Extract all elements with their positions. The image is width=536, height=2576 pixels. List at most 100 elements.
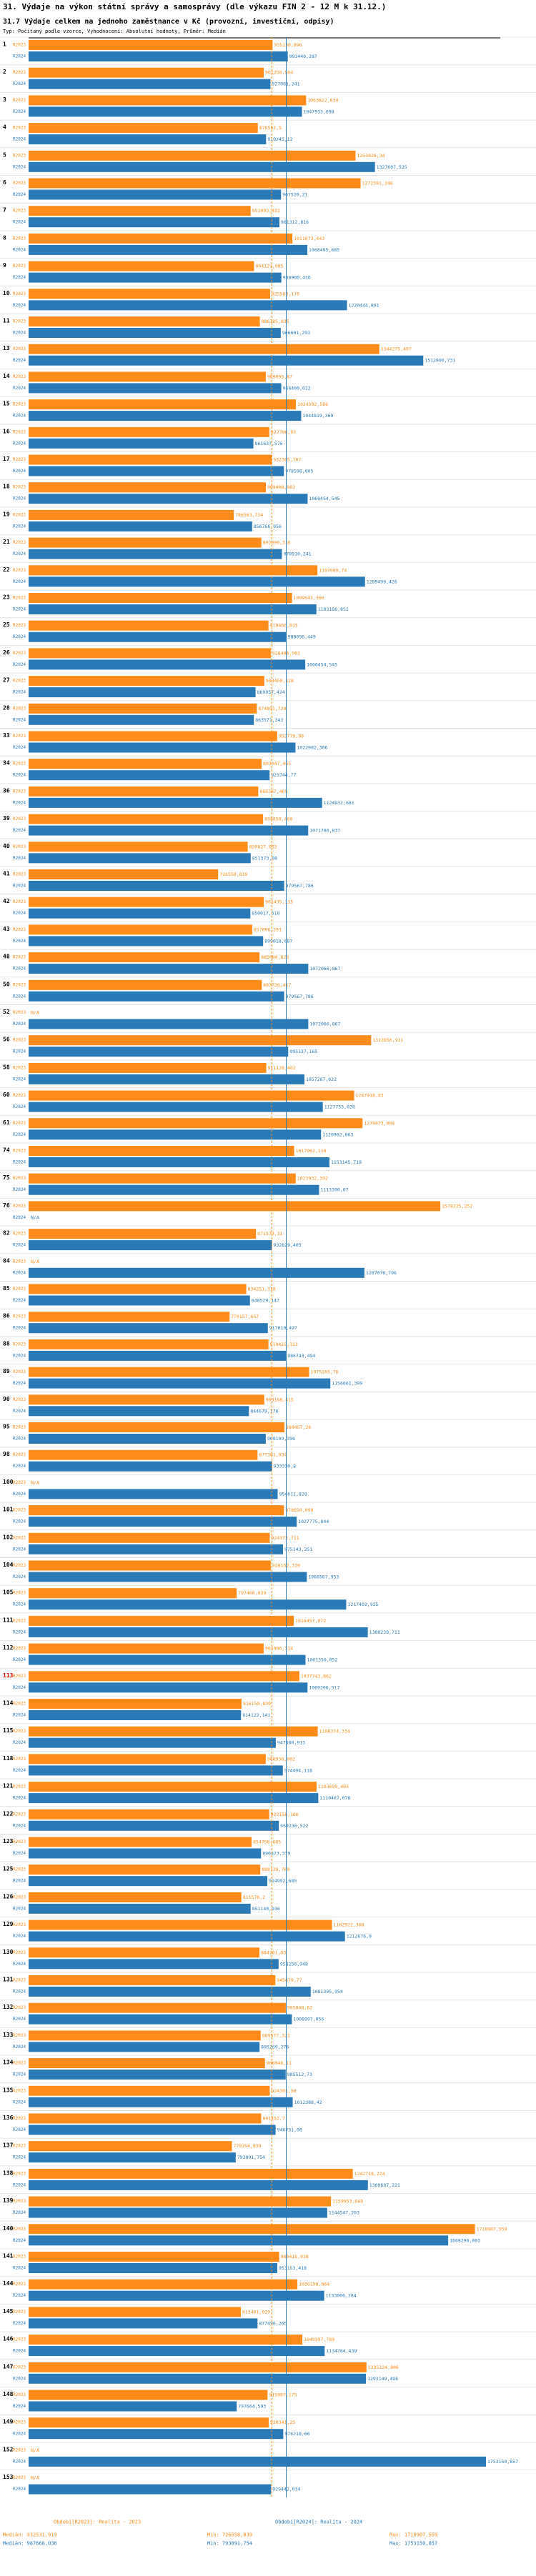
value-label: 959236,522 — [280, 1823, 308, 1829]
bar — [29, 2373, 367, 2384]
series-row-label: R2023 — [13, 153, 26, 158]
category-label: 88 — [3, 1340, 10, 1347]
value-label: 893726,417 — [263, 982, 291, 988]
series-row-label: R2024 — [13, 1657, 26, 1662]
bar — [29, 1864, 261, 1875]
value-label: 1113390,67 — [320, 1187, 348, 1193]
value-label: 908936,002 — [267, 1756, 295, 1762]
series-row-label: R2024 — [13, 884, 26, 889]
bar — [29, 289, 270, 299]
series-row-label: R2024 — [13, 607, 26, 612]
value-label: 871579,31 — [257, 1231, 282, 1237]
value-label: 1144547,203 — [329, 2210, 359, 2216]
series-row-label: R2024 — [13, 2182, 26, 2187]
value-label: 797664,593 — [238, 2404, 266, 2410]
bar — [29, 494, 308, 504]
category-label: 82 — [3, 1230, 10, 1237]
bar — [29, 1090, 354, 1101]
value-label: 851140,936 — [252, 1906, 280, 1912]
value-label: 850017,518 — [252, 911, 279, 917]
bar — [29, 1146, 294, 1156]
bar — [29, 1461, 272, 1472]
value-label: 1153145,718 — [331, 1159, 362, 1165]
bar — [29, 620, 269, 631]
bar — [29, 676, 264, 687]
category-label: 75 — [3, 1174, 10, 1181]
category-label: 135 — [3, 2087, 14, 2093]
category-label: 122 — [3, 1810, 14, 1817]
value-label: 1295124,806 — [368, 2365, 399, 2370]
bar — [29, 466, 284, 476]
series-row-label: R2023 — [13, 1121, 26, 1126]
category-label: 60 — [3, 1092, 10, 1098]
bar — [29, 979, 262, 990]
series-row-label: R2024 — [13, 220, 26, 225]
value-label: 856766,956 — [254, 524, 282, 529]
bar — [29, 411, 302, 421]
value-label: 954611,828 — [279, 1491, 307, 1497]
series-row-label: R2024 — [13, 2432, 26, 2437]
stat-label: Min: — [207, 2540, 219, 2546]
bar — [29, 1793, 319, 1804]
series-row-label: R2024 — [13, 1823, 26, 1828]
value-label: 978598,805 — [285, 469, 313, 474]
category-label: 145 — [3, 2308, 14, 2315]
category-label: 123 — [3, 1838, 14, 1844]
series-row-label: R2023 — [13, 927, 26, 932]
bar — [29, 2362, 367, 2372]
series-row-label: R2024 — [13, 1962, 26, 1967]
category-label: 50 — [3, 981, 10, 987]
value-label: 861637,576 — [255, 441, 283, 446]
series-row-label: R2023 — [13, 789, 26, 794]
category-label: 14 — [3, 373, 10, 379]
bar — [29, 355, 424, 366]
series-row-label: R2023 — [13, 540, 26, 545]
value-label: 909093,87 — [267, 374, 292, 379]
value-label: 1156661,399 — [332, 1381, 362, 1387]
series-row-label: R2023 — [13, 1149, 26, 1154]
value-label: 953153,418 — [279, 2265, 307, 2271]
bar — [29, 1394, 264, 1405]
value-label: 1287076,796 — [366, 1270, 397, 1276]
value-label: 1327607,525 — [377, 164, 407, 170]
category-label: 129 — [3, 1921, 14, 1927]
series-row-label: R2023 — [13, 1369, 26, 1374]
series-row-label: R2023 — [13, 1397, 26, 1402]
category-label: 25 — [3, 621, 10, 628]
value-label: 927061,241 — [272, 81, 299, 87]
value-label: 1289499,426 — [367, 579, 397, 584]
series-row-label: R2024 — [13, 2349, 26, 2354]
category-label: 112 — [3, 1644, 14, 1651]
value-label: 924372,711 — [271, 1535, 299, 1541]
stat-value: 793891,754 — [222, 2540, 252, 2546]
series-row-label: R2024 — [13, 1381, 26, 1386]
value-label: 815576,2 — [243, 1894, 265, 1900]
category-label: 95 — [3, 1424, 10, 1430]
stat-label: Max: — [389, 2540, 402, 2546]
bar — [29, 1903, 251, 1914]
value-label: 968400,022 — [283, 385, 311, 391]
category-label: 28 — [3, 704, 10, 711]
bar — [29, 2085, 270, 2096]
category-label: 114 — [3, 1700, 14, 1707]
bar — [29, 2224, 475, 2235]
bar — [29, 604, 317, 614]
value-label: 890873,379 — [262, 1851, 290, 1857]
series-row-label: R2024 — [13, 1740, 26, 1745]
series-row-label: R2024 — [13, 939, 26, 944]
value-label: 779254,839 — [233, 2143, 261, 2149]
value-label: 903450,128 — [266, 678, 294, 684]
bar — [29, 2456, 486, 2467]
value-label: 1107089,74 — [319, 567, 347, 573]
series-row-label: R2023 — [13, 596, 26, 601]
series-row-label: R2023 — [13, 1452, 26, 1457]
value-label: 1047933,698 — [304, 109, 334, 114]
bar — [29, 1312, 230, 1322]
bar — [29, 1517, 297, 1527]
bar — [29, 2014, 292, 2025]
series-row-label: R2024 — [13, 1326, 26, 1331]
bar — [29, 123, 258, 134]
series-row-label: R2023 — [13, 126, 26, 131]
legend-entry: Období[R2023]: Realita - 2023 — [54, 2519, 141, 2525]
value-label: 906048,11 — [267, 2060, 292, 2066]
